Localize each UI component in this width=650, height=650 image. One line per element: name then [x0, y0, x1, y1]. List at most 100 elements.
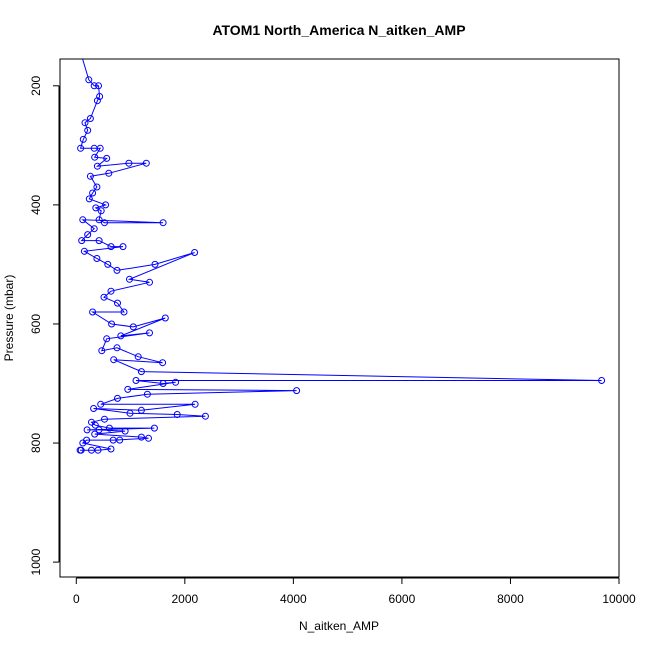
data-point: [161, 314, 169, 322]
data-point: [293, 387, 301, 395]
data-point: [121, 427, 129, 435]
data-point: [145, 434, 152, 442]
data-point: [120, 308, 128, 316]
data-point: [89, 308, 97, 316]
x-tick-label: 4000: [280, 592, 307, 606]
data-point: [101, 415, 108, 423]
data-point: [129, 323, 137, 331]
y-axis: 200 400 600 800 1000: [29, 75, 60, 575]
data-point: [93, 97, 101, 105]
data-point: [102, 201, 110, 209]
y-tick-label: 600: [29, 314, 43, 334]
data-point: [107, 445, 115, 453]
data-point: [97, 400, 105, 408]
data-point: [598, 377, 606, 384]
data-point: [191, 400, 199, 408]
x-tick-label: 6000: [389, 592, 416, 606]
data-point: [151, 260, 159, 268]
data-point: [143, 390, 151, 398]
data-point: [86, 115, 94, 122]
data-point: [86, 172, 94, 180]
data-point: [96, 144, 104, 152]
data-point: [93, 183, 101, 191]
data-point: [132, 377, 140, 384]
data-point: [93, 255, 101, 262]
y-tick-label: 800: [29, 433, 43, 453]
data-point: [142, 159, 150, 167]
data-point: [191, 249, 199, 256]
data-point: [92, 204, 100, 212]
data-point: [90, 405, 98, 412]
data-point: [137, 368, 145, 376]
data-point: [113, 344, 121, 352]
data-point: [98, 347, 106, 355]
data-point: [79, 135, 87, 143]
data-point: [105, 169, 113, 177]
data-point: [90, 82, 98, 90]
series-layer: [76, 59, 606, 454]
data-point: [113, 266, 121, 274]
data-point: [85, 195, 93, 203]
data-point: [95, 237, 103, 245]
data-point: [95, 426, 103, 434]
plot-frame: [59, 58, 620, 578]
data-point: [101, 219, 108, 227]
data-point: [89, 189, 97, 197]
data-point: [103, 335, 111, 343]
data-point: [81, 119, 89, 127]
data-point: [76, 446, 84, 454]
data-point: [80, 247, 88, 255]
data-point: [146, 329, 153, 337]
data-point: [201, 412, 209, 420]
data-point: [172, 378, 180, 386]
data-point: [96, 93, 104, 100]
data-point: [84, 126, 92, 134]
y-tick-label: 1000: [29, 548, 43, 575]
x-tick-label: 10000: [602, 592, 636, 606]
data-point: [90, 225, 98, 233]
data-point: [93, 162, 101, 170]
y-tick-label: 400: [29, 195, 43, 215]
data-point: [114, 394, 121, 402]
data-point: [97, 207, 105, 215]
data-point: [84, 231, 92, 239]
data-point: [173, 411, 181, 418]
x-axis: 0 2000 4000 6000 8000 10000: [73, 577, 636, 606]
series-line: [79, 59, 602, 451]
data-point: [126, 275, 133, 283]
x-tick-label: 8000: [497, 592, 524, 606]
data-point: [104, 260, 112, 268]
data-point: [91, 430, 99, 438]
data-point: [91, 421, 99, 429]
chart-title: ATOM1 North_America N_aitken_AMP: [212, 22, 465, 38]
data-point: [107, 287, 115, 295]
data-point: [108, 320, 116, 328]
data-point: [150, 424, 158, 432]
data-point: [79, 439, 87, 447]
data-point: [107, 243, 115, 251]
data-point: [126, 409, 134, 417]
data-point: [119, 243, 127, 251]
data-point: [78, 237, 86, 245]
data-point: [125, 159, 133, 167]
data-point: [95, 216, 103, 224]
data-point: [85, 76, 93, 84]
data-point: [159, 359, 167, 367]
x-tick-label: 2000: [171, 592, 198, 606]
data-point: [117, 332, 125, 340]
data-point: [110, 356, 118, 364]
data-point: [79, 59, 84, 60]
data-point: [137, 406, 145, 414]
data-point: [159, 380, 167, 387]
data-point: [103, 154, 111, 162]
x-tick-label: 0: [73, 592, 80, 606]
data-point: [100, 293, 108, 301]
data-point: [114, 299, 121, 307]
data-point: [88, 446, 95, 454]
data-point: [95, 82, 102, 90]
data-point: [159, 219, 167, 227]
y-axis-label: Pressure (mbar): [2, 275, 16, 362]
data-point: [124, 385, 132, 393]
data-point: [134, 353, 142, 361]
